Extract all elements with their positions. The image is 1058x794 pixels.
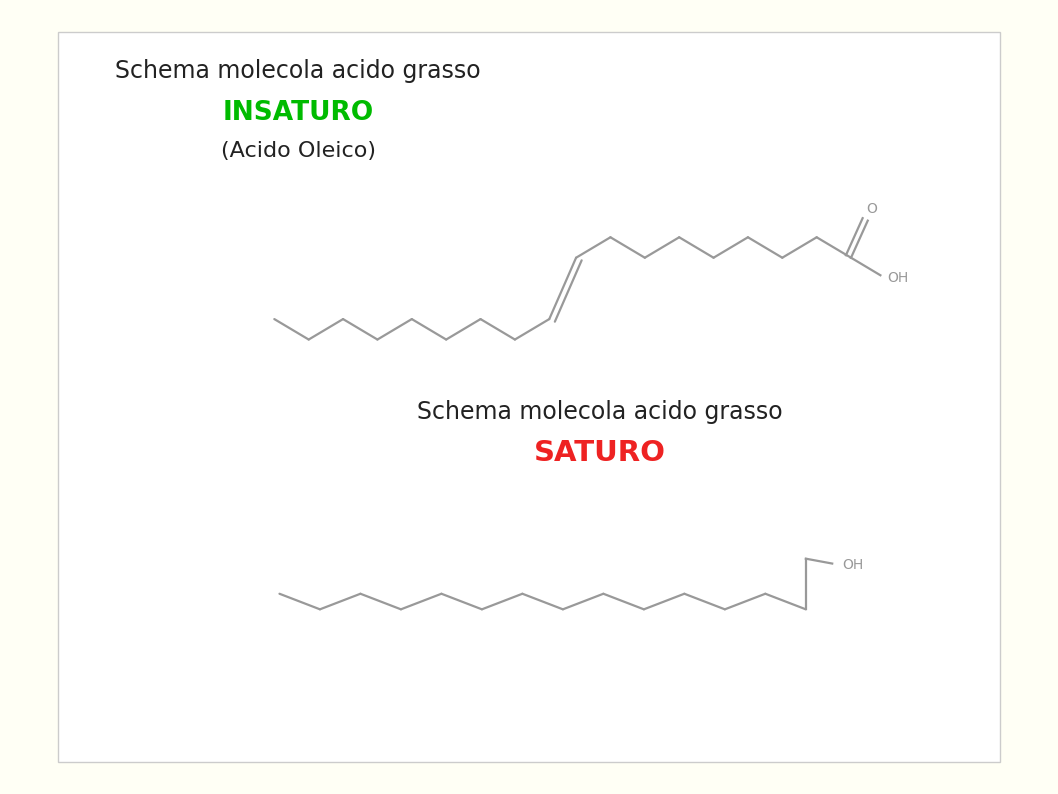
Text: (Acido Oleico): (Acido Oleico) — [221, 141, 376, 160]
FancyBboxPatch shape — [58, 32, 1000, 762]
Text: OH: OH — [888, 272, 909, 285]
Text: O: O — [867, 202, 877, 216]
Text: SATURO: SATURO — [533, 438, 665, 467]
Text: Schema molecola acido grasso: Schema molecola acido grasso — [115, 59, 481, 83]
Text: INSATURO: INSATURO — [222, 99, 373, 125]
Text: OH: OH — [842, 558, 863, 572]
Text: Schema molecola acido grasso: Schema molecola acido grasso — [417, 399, 783, 424]
